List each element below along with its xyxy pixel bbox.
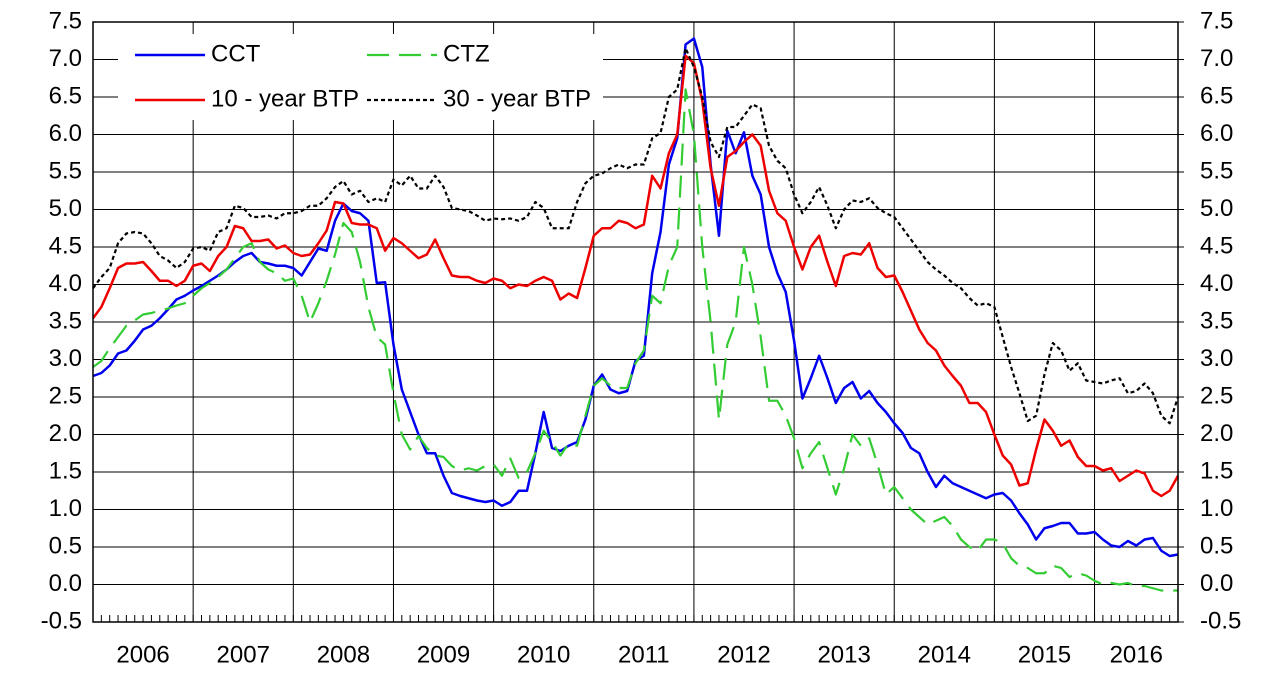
y2-tick-label: 4.5 [1200,232,1233,259]
x-tick-label: 2016 [1110,641,1163,668]
y2-tick-label: 3.5 [1200,307,1233,334]
y2-tick-label: 0.5 [1200,532,1233,559]
y-tick-label: 0.5 [49,532,82,559]
series-line [92,37,1179,558]
y2-tick-label: 6.5 [1200,82,1233,109]
y2-tick-label: 7.5 [1200,7,1233,34]
y-tick-label: 6.0 [49,120,82,147]
y-tick-label: 1.0 [49,495,82,522]
y-tick-label: 7.0 [49,45,82,72]
y2-tick-label: 2.0 [1200,420,1233,447]
y-tick-label: 4.0 [49,270,82,297]
y-tick-label: -0.5 [41,607,82,634]
legend-label: CTZ [443,40,490,67]
y-tick-label: 3.0 [49,345,82,372]
x-tick-label: 2015 [1018,641,1071,668]
series-line [92,47,1180,425]
x-tick-label: 2014 [918,641,971,668]
y2-tick-label: 5.0 [1200,195,1233,222]
y2-tick-label: 1.0 [1200,495,1233,522]
y2-tick-label: 6.0 [1200,120,1233,147]
y-tick-label: 2.5 [49,382,82,409]
y-tick-label: 2.0 [49,420,82,447]
y2-tick-label: 5.5 [1200,157,1233,184]
x-tick-label: 2007 [217,641,270,668]
y-tick-label: 5.5 [49,157,82,184]
y2-tick-label: 0.0 [1200,570,1233,597]
series-line [91,54,1180,498]
y-tick-label: 0.0 [49,570,82,597]
y-tick-label: 6.5 [49,82,82,109]
x-tick-label: 2008 [317,641,370,668]
x-tick-label: 2013 [817,641,870,668]
y2-tick-label: 2.5 [1200,382,1233,409]
y2-tick-label: 4.0 [1200,270,1233,297]
y-tick-label: 7.5 [49,7,82,34]
x-tick-label: 2012 [717,641,770,668]
y-tick-label: 5.0 [49,195,82,222]
y-tick-label: 4.5 [49,232,82,259]
x-tick-label: 2006 [116,641,169,668]
y-tick-label: 3.5 [49,307,82,334]
x-tick-label: 2011 [618,641,670,668]
y2-tick-label: 1.5 [1200,457,1233,484]
series-line [92,88,1178,592]
x-tick-label: 2009 [417,641,470,668]
legend-label: CCT [211,40,261,67]
y-tick-label: 1.5 [49,457,82,484]
legend-label: 10 - year BTP [211,85,359,112]
x-tick-label: 2010 [517,641,570,668]
y2-tick-label: 7.0 [1200,45,1233,72]
plot-frame [92,21,1179,623]
y2-tick-label: 3.0 [1200,345,1233,372]
legend-background [118,34,603,120]
legend-label: 30 - year BTP [443,85,591,112]
y2-tick-label: -0.5 [1200,607,1241,634]
